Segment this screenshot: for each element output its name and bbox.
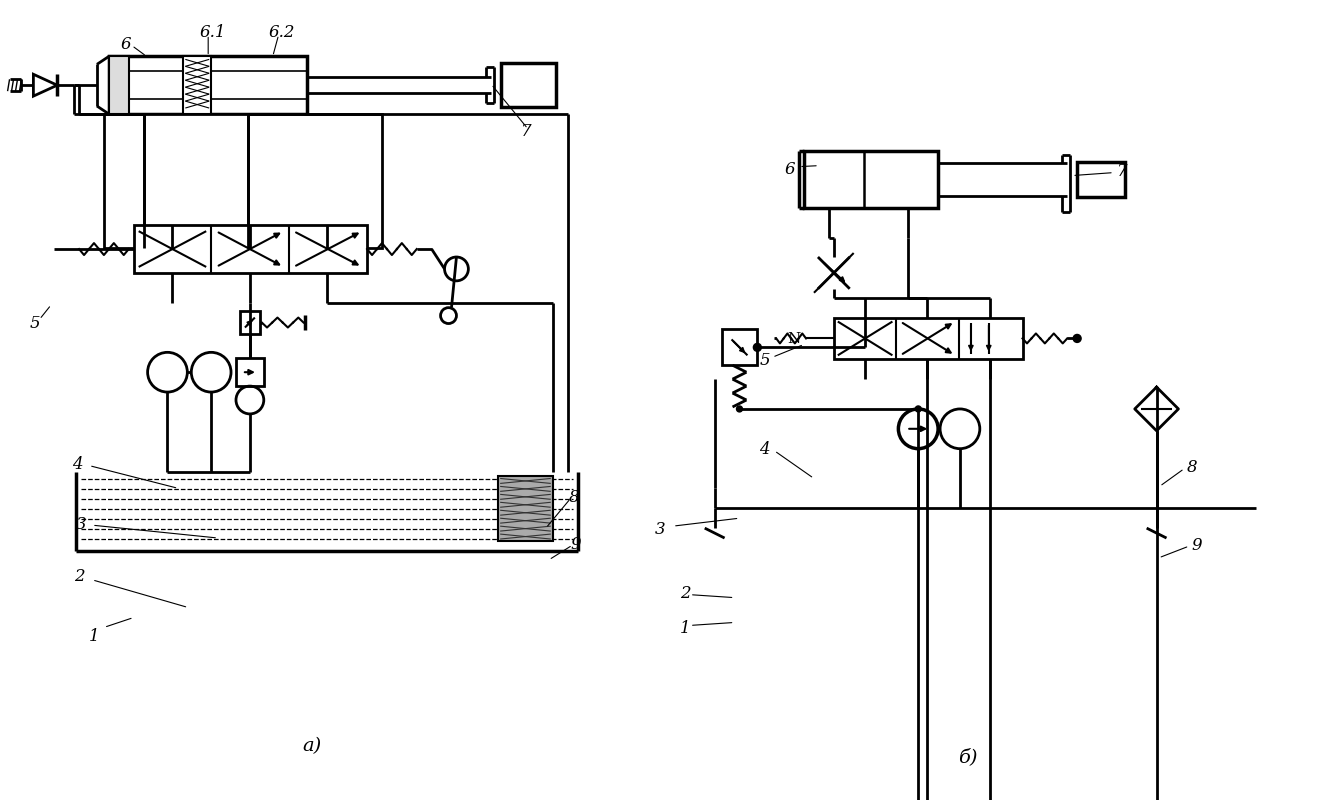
Bar	[109, 57, 307, 115]
Bar	[240, 312, 260, 335]
Text: 2: 2	[75, 568, 85, 585]
Text: 6.1: 6.1	[200, 24, 226, 41]
Bar	[104, 115, 382, 249]
Text: 7: 7	[1117, 163, 1127, 180]
Text: 1: 1	[680, 619, 691, 636]
Text: 9: 9	[1191, 536, 1202, 552]
Bar	[109, 57, 129, 115]
Text: 4: 4	[72, 455, 83, 472]
Bar	[833, 318, 1022, 360]
Bar	[184, 57, 212, 115]
Text: 3: 3	[655, 520, 666, 537]
Bar	[502, 64, 556, 108]
Bar	[1077, 162, 1125, 198]
Bar	[721, 330, 757, 366]
Text: 5: 5	[760, 352, 769, 369]
Text: 8: 8	[568, 488, 579, 505]
Circle shape	[1073, 335, 1081, 343]
Text: 2: 2	[680, 585, 691, 601]
Text: 9: 9	[571, 535, 582, 552]
Text: N: N	[788, 332, 801, 346]
Text: 6: 6	[121, 36, 132, 53]
Circle shape	[916, 406, 921, 413]
Polygon shape	[1135, 388, 1178, 431]
Bar	[133, 226, 367, 274]
Bar	[804, 152, 938, 209]
Text: 3: 3	[76, 515, 87, 532]
Text: 5: 5	[29, 315, 40, 332]
Text: 1: 1	[89, 627, 100, 644]
Text: а): а)	[302, 736, 322, 754]
Text: б): б)	[958, 748, 977, 765]
Text: 7: 7	[520, 123, 531, 141]
Text: 6.2: 6.2	[269, 24, 295, 41]
Text: 8: 8	[1186, 459, 1197, 475]
Bar	[498, 477, 552, 541]
Circle shape	[736, 406, 743, 413]
Text: 4: 4	[760, 441, 769, 458]
Bar	[236, 359, 264, 386]
Circle shape	[753, 344, 761, 352]
Text: 6: 6	[784, 161, 795, 178]
